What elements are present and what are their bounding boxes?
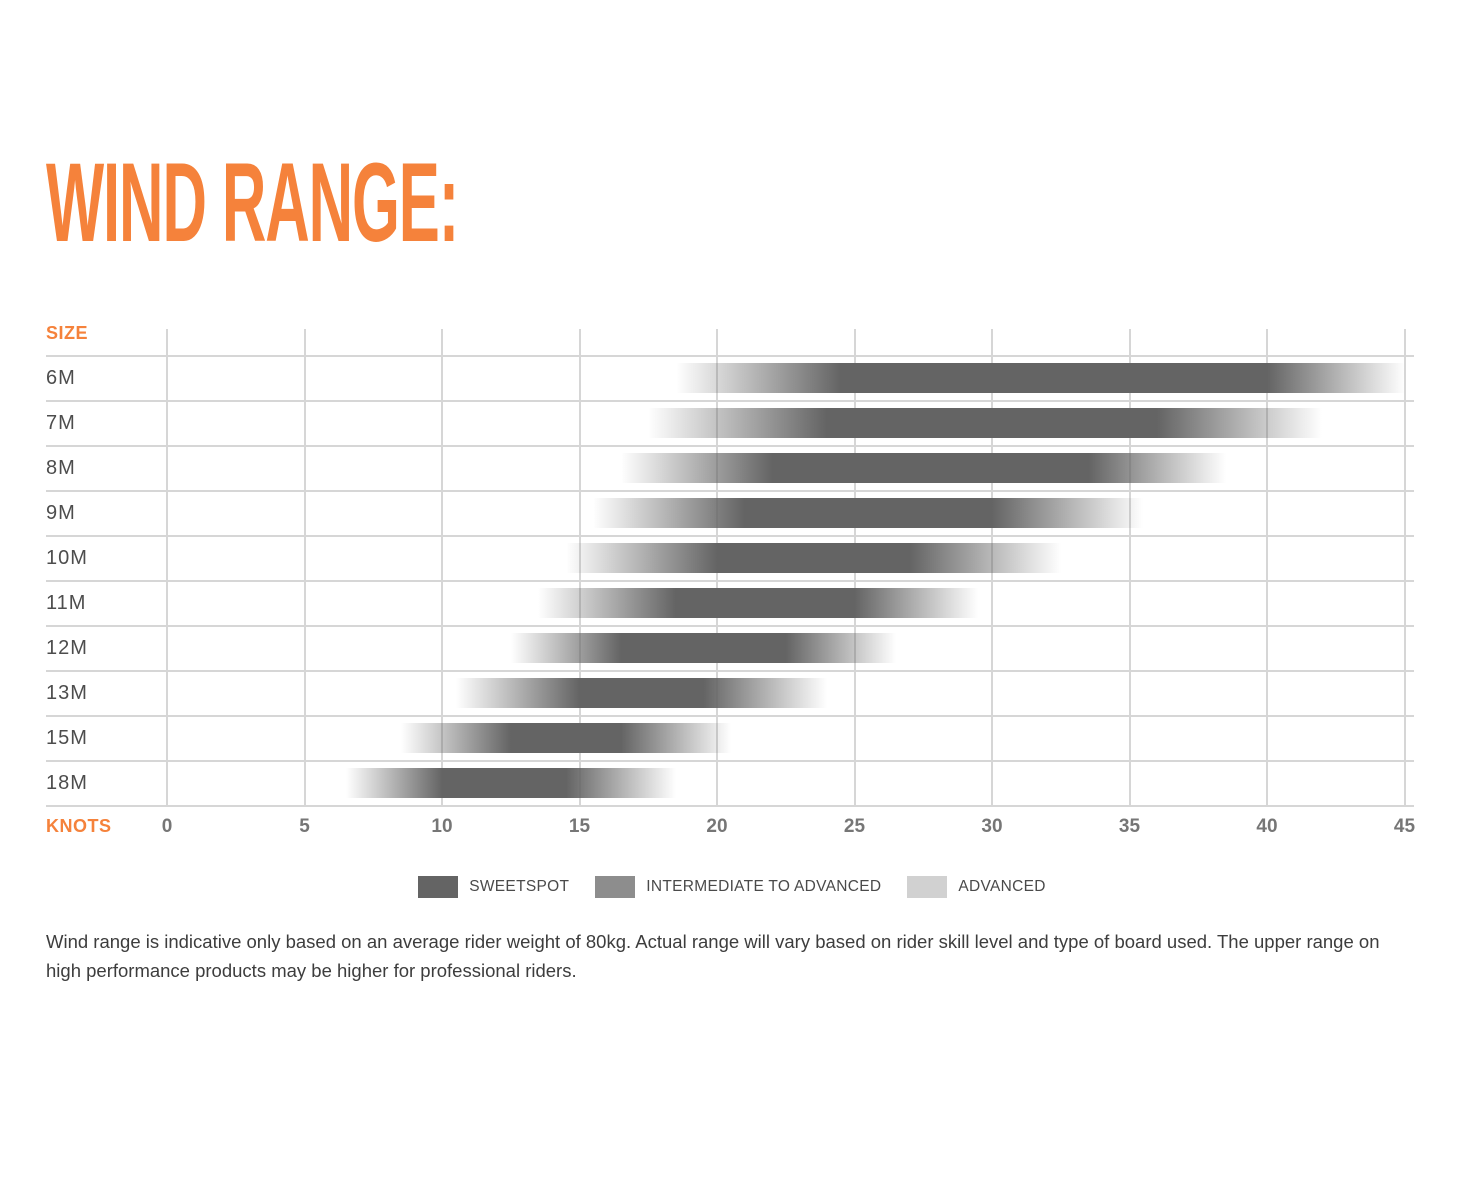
disclaimer-text: Wind range is indicative only based on a… xyxy=(46,931,1380,981)
wind-range-bar xyxy=(400,723,731,753)
gridline-horizontal xyxy=(46,715,1414,717)
legend-swatch-icon xyxy=(595,876,636,898)
wind-range-bar xyxy=(345,768,676,798)
legend-label: SWEETSPOT xyxy=(469,878,570,895)
gridline-horizontal xyxy=(46,805,1414,807)
wind-range-bar xyxy=(510,633,896,663)
legend-item: INTERMEDIATE TO ADVANCED xyxy=(595,876,881,898)
wind-range-chart: SIZE KNOTS 6M 7M 8M 9M 10M 11M 12M 13M 15M 18M 0 5 1… xyxy=(46,323,1415,848)
gridline-horizontal xyxy=(46,490,1414,492)
gridline-horizontal xyxy=(46,355,1414,357)
gridline-horizontal xyxy=(46,535,1414,537)
legend-item: ADVANCED xyxy=(907,876,1045,898)
row-label-size: 10M xyxy=(46,547,88,569)
legend-swatch-icon xyxy=(907,876,948,898)
x-tick-label: 15 xyxy=(568,816,591,837)
wind-range-bar xyxy=(565,543,1061,573)
gridline-horizontal xyxy=(46,400,1414,402)
y-axis-label: SIZE xyxy=(46,323,89,343)
wind-range-bar xyxy=(620,453,1226,483)
row-label-size: 15M xyxy=(46,727,88,749)
row-label-size: 11M xyxy=(46,592,87,614)
x-tick-label: 25 xyxy=(843,816,866,837)
gridline-horizontal xyxy=(46,445,1414,447)
wind-range-bar xyxy=(538,588,979,618)
row-label-size: 9M xyxy=(46,502,76,524)
gridline-horizontal xyxy=(46,625,1414,627)
x-tick-label: 5 xyxy=(299,816,310,837)
gridline-vertical xyxy=(1266,329,1268,807)
gridline-horizontal xyxy=(46,580,1414,582)
chart-legend: SWEETSPOT INTERMEDIATE TO ADVANCED ADVANCE… xyxy=(0,876,1464,898)
x-tick-label: 40 xyxy=(1256,816,1278,837)
gridline-horizontal xyxy=(46,670,1414,672)
legend-swatch-icon xyxy=(418,876,459,898)
x-tick-label: 0 xyxy=(161,816,173,837)
page-title: WIND RANGE: xyxy=(46,140,459,265)
row-label-size: 6M xyxy=(46,367,76,389)
x-tick-label: 35 xyxy=(1118,816,1141,837)
gridline-vertical xyxy=(441,329,443,807)
row-label-size: 7M xyxy=(46,412,76,434)
gridline-vertical xyxy=(1403,329,1406,807)
legend-label: ADVANCED xyxy=(958,878,1046,895)
wind-range-bar xyxy=(675,363,1405,393)
x-tick-label: 20 xyxy=(706,816,728,837)
legend-item: SWEETSPOT xyxy=(418,876,569,898)
gridline-vertical xyxy=(1128,329,1131,807)
row-label-size: 13M xyxy=(46,682,88,704)
x-tick-label: 10 xyxy=(431,816,453,837)
legend-label: INTERMEDIATE TO ADVANCED xyxy=(646,878,882,895)
wind-range-bar xyxy=(593,498,1144,528)
x-axis-label: KNOTS xyxy=(46,816,112,836)
row-label-size: 12M xyxy=(46,637,88,659)
gridline-horizontal xyxy=(46,760,1414,762)
row-label-size: 8M xyxy=(46,457,76,479)
wind-range-bar xyxy=(648,408,1322,438)
x-tick-label: 30 xyxy=(981,816,1003,837)
gridline-vertical xyxy=(303,329,306,807)
x-tick-label: 45 xyxy=(1393,816,1416,837)
gridline-vertical xyxy=(166,329,168,807)
row-label-size: 18M xyxy=(46,772,88,794)
wind-range-bar xyxy=(455,678,827,708)
